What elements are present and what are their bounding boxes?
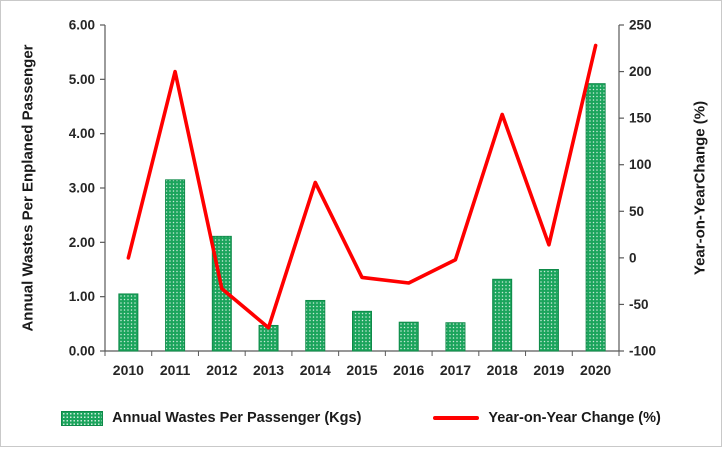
x-axis-tick-label: 2013 xyxy=(253,362,284,378)
right-axis-tick-label: 200 xyxy=(629,64,652,79)
bar-2018 xyxy=(492,278,513,352)
x-axis-labels: 2010 2011 2012 2013 2014 2015 2016 2017 2018 2019… xyxy=(104,351,620,378)
bars-group xyxy=(118,83,606,352)
legend: Annual Wastes Per Passenger (Kgs) Year-o… xyxy=(1,401,721,435)
bar-2020 xyxy=(585,83,606,352)
left-axis-tick-label: 6.00 xyxy=(69,18,95,33)
right-axis-tick-label: 100 xyxy=(629,157,652,172)
bar-2015 xyxy=(352,310,372,352)
legend-item-bars: Annual Wastes Per Passenger (Kgs) xyxy=(61,410,361,426)
bar-2019 xyxy=(538,269,559,352)
left-axis-tick-label: 0.00 xyxy=(69,344,95,359)
x-axis-tick-label: 2019 xyxy=(533,362,564,378)
plot-area: 0.00 1.00 2.00 3.00 4.00 5.00 6.00 -100 -50 0 50 10… xyxy=(69,18,656,379)
bar-2014 xyxy=(305,299,326,352)
x-axis-tick-label: 2011 xyxy=(160,362,191,378)
bar-series-label: Annual Wastes Per Passenger (Kgs) xyxy=(112,410,362,426)
bar-2010 xyxy=(118,293,139,352)
bar-2011 xyxy=(165,179,186,352)
left-axis-tick-label: 5.00 xyxy=(69,72,95,87)
x-axis-tick-label: 2014 xyxy=(300,362,331,378)
right-axis-tick-label: -100 xyxy=(629,344,656,359)
left-axis-tick-label: 4.00 xyxy=(69,126,95,141)
left-axis-tick-label: 2.00 xyxy=(69,235,95,250)
x-axis-tick-label: 2020 xyxy=(580,362,611,378)
left-axis-tick-labels: 0.00 1.00 2.00 3.00 4.00 5.00 6.00 xyxy=(69,18,105,359)
left-axis-tick-label: 3.00 xyxy=(69,181,95,196)
right-axis-tick-label: 150 xyxy=(629,111,652,126)
x-axis-tick-label: 2012 xyxy=(206,362,237,378)
x-axis-tick-label: 2015 xyxy=(346,362,377,378)
left-axis-tick-label: 1.00 xyxy=(69,289,95,304)
bar-2016 xyxy=(398,321,419,352)
line-series-label: Year-on-Year Change (%) xyxy=(488,410,661,426)
legend-item-line: Year-on-Year Change (%) xyxy=(433,410,661,426)
right-axis-tick-labels: -100 -50 0 50 100 150 200 250 xyxy=(619,18,656,359)
right-axis-tick-label: 50 xyxy=(629,204,644,219)
right-axis-tick-label: -50 xyxy=(629,297,649,312)
x-axis-tick-label: 2016 xyxy=(393,362,424,378)
bar-series-swatch xyxy=(61,410,104,426)
line-series xyxy=(126,43,598,330)
bar-2017 xyxy=(445,322,466,352)
right-axis-tick-label: 0 xyxy=(629,250,637,265)
x-axis-tick-label: 2017 xyxy=(440,362,471,378)
x-axis-tick-label: 2018 xyxy=(487,362,518,378)
right-axis-tick-label: 250 xyxy=(629,18,652,33)
x-axis-tick-label: 2010 xyxy=(113,362,144,378)
line-series-swatch xyxy=(433,416,480,420)
